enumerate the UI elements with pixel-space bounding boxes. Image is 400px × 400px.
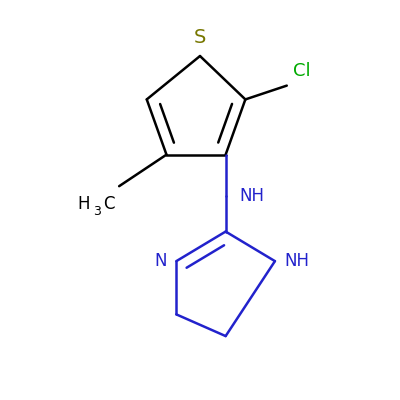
Text: 3: 3	[93, 204, 100, 218]
Text: H: H	[78, 195, 90, 213]
Text: NH: NH	[240, 187, 264, 205]
Text: C: C	[103, 195, 115, 213]
Text: Cl: Cl	[293, 62, 310, 80]
Text: NH: NH	[285, 252, 310, 270]
Text: N: N	[154, 252, 166, 270]
Text: S: S	[194, 28, 206, 47]
